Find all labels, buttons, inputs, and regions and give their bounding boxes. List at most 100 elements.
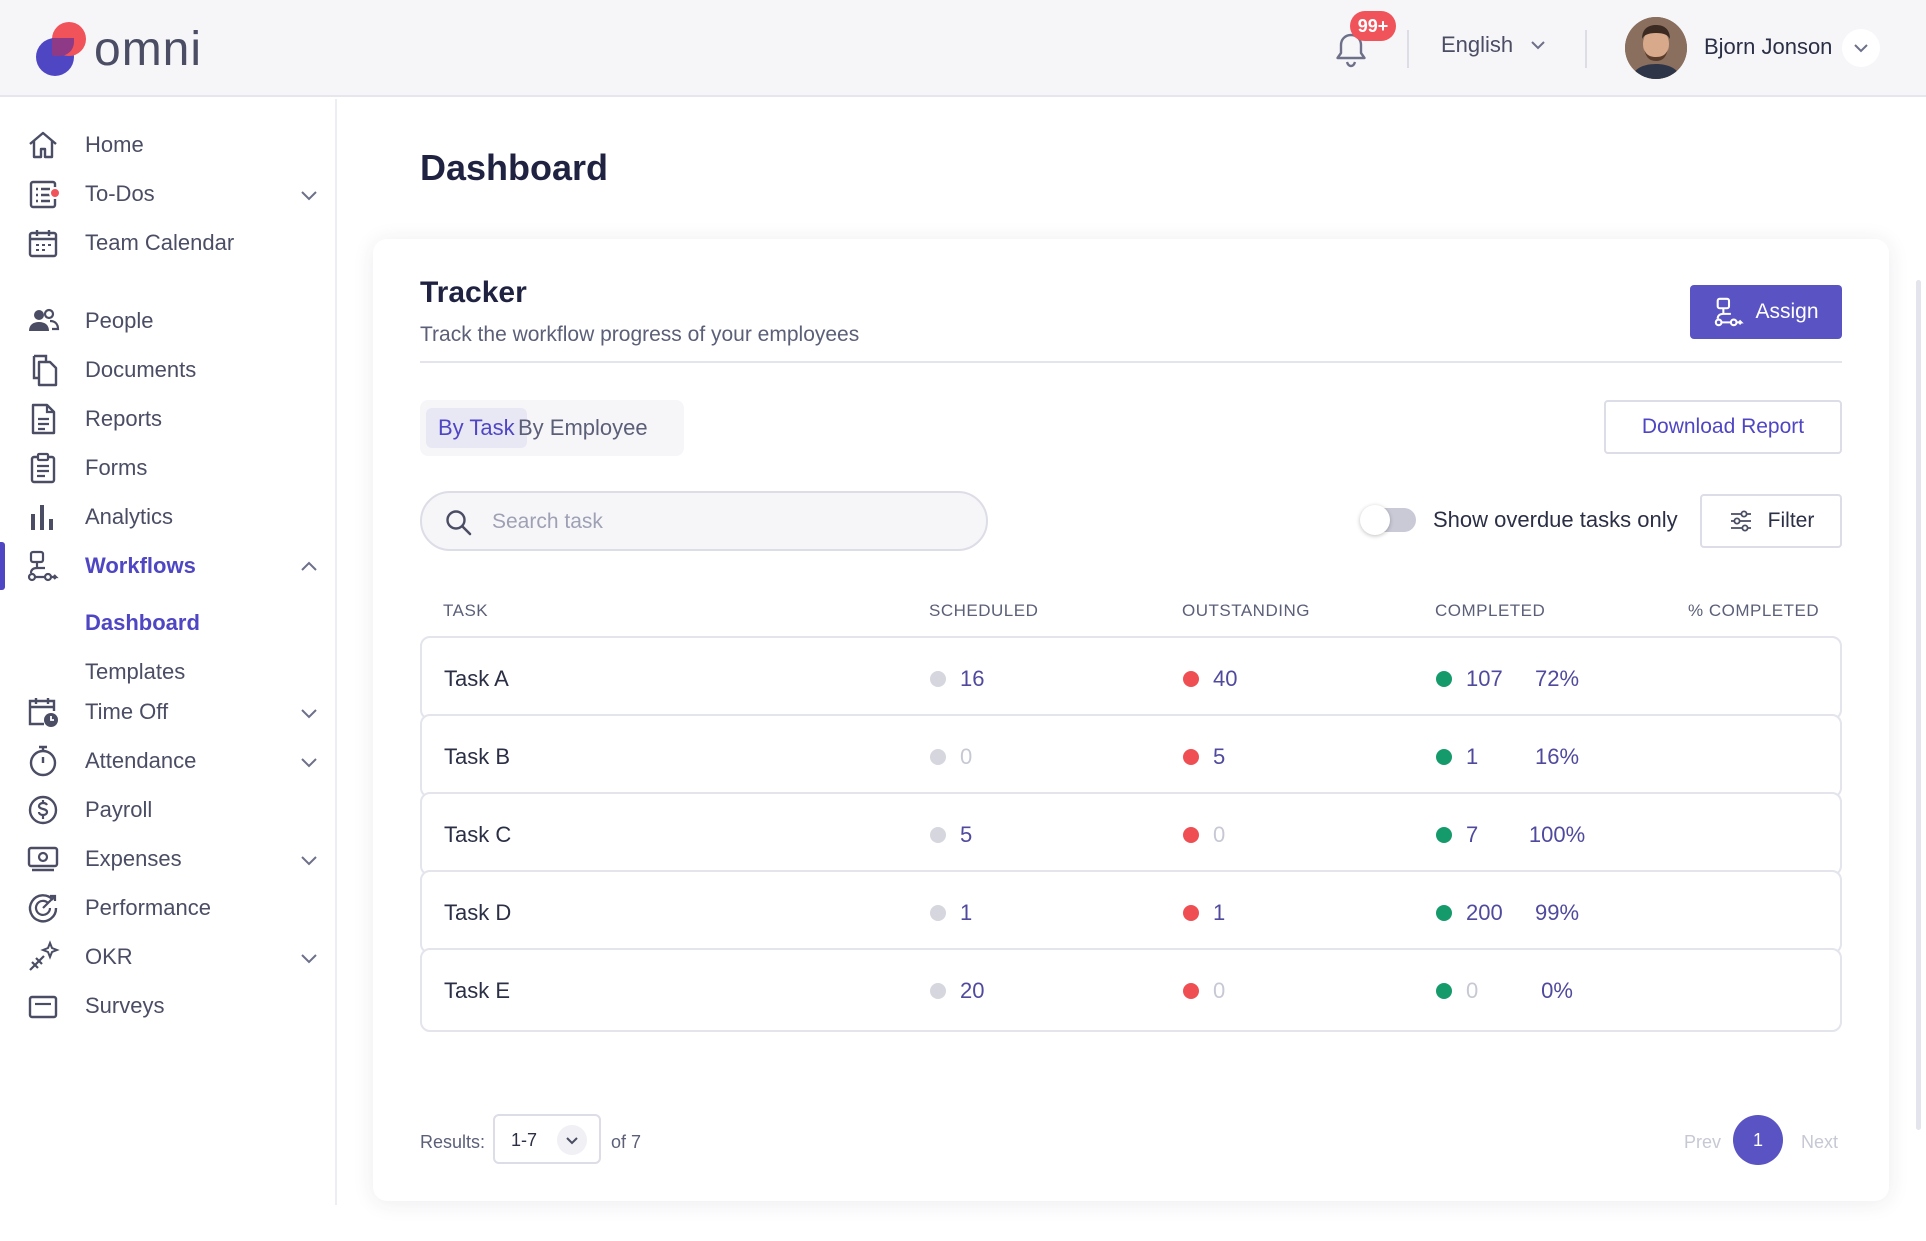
- chevron-up-icon: [301, 561, 317, 571]
- scheduled-count: 20: [960, 978, 985, 1003]
- stopwatch-icon: [29, 745, 57, 777]
- survey-icon: [28, 995, 58, 1019]
- percent-completed: 0%: [1541, 978, 1573, 1003]
- overdue-toggle[interactable]: [1360, 505, 1416, 535]
- report-icon: [31, 403, 56, 435]
- scheduled-dot: [930, 827, 946, 843]
- sidebar-item-okr[interactable]: OKR: [0, 929, 335, 985]
- sidebar-item-time-off[interactable]: Time Off: [0, 684, 335, 740]
- sliders-icon: [1730, 510, 1751, 532]
- results-range-select[interactable]: 1-7: [493, 1114, 601, 1164]
- calendar-clock-icon: [28, 698, 58, 727]
- documents-icon: [32, 354, 58, 387]
- avatar[interactable]: [1625, 17, 1687, 79]
- table-row[interactable]: Task B 0 5 1 16%: [420, 714, 1842, 798]
- column-header-completed[interactable]: COMPLETED: [1435, 601, 1546, 620]
- sidebar-item-todos[interactable]: To-Dos: [0, 166, 335, 222]
- view-toggle: By Task By Employee: [420, 400, 684, 456]
- sidebar-subitem-templates[interactable]: Templates: [85, 659, 186, 684]
- outstanding-dot: [1183, 905, 1199, 921]
- task-name: Task D: [444, 900, 512, 925]
- sidebar-item-label: Home: [85, 132, 144, 157]
- scrollbar[interactable]: [1916, 280, 1921, 1130]
- notification-badge: 99+: [1350, 11, 1396, 41]
- chevron-down-icon: [1531, 41, 1545, 50]
- toggle-knob: [1360, 505, 1390, 535]
- filter-button[interactable]: Filter: [1700, 494, 1842, 548]
- search-input[interactable]: Search task: [420, 491, 988, 551]
- tab-by-task[interactable]: By Task: [426, 408, 527, 448]
- search-placeholder: Search task: [492, 510, 603, 533]
- tracker-card: Tracker Track the workflow progress of y…: [373, 239, 1889, 1201]
- sidebar-item-label: People: [85, 308, 154, 333]
- sidebar-item-label: To-Dos: [85, 181, 155, 206]
- scheduled-dot: [930, 671, 946, 687]
- table-row[interactable]: Task E 20 0 0 0%: [420, 948, 1842, 1032]
- brand-name: omni: [94, 23, 203, 76]
- percent-completed: 100%: [1528, 822, 1586, 847]
- sidebar-item-label: Payroll: [85, 797, 153, 822]
- sidebar-item-label: Team Calendar: [85, 230, 235, 255]
- table-row[interactable]: Task A 16 40 107 72%: [420, 636, 1842, 720]
- sidebar-item-home[interactable]: Home: [0, 117, 335, 173]
- chevron-down-icon: [301, 709, 317, 719]
- chevron-down-icon: [301, 954, 317, 964]
- sidebar: Home To-Dos Team Calendar People Documen…: [0, 99, 337, 1205]
- sidebar-item-label: Reports: [85, 406, 163, 431]
- scheduled-count: 1: [960, 900, 973, 925]
- outstanding-count: 40: [1213, 666, 1238, 691]
- column-header-percent-completed[interactable]: % COMPLETED: [1688, 601, 1820, 620]
- divider: [1407, 30, 1409, 68]
- sidebar-item-label: Workflows: [85, 553, 196, 578]
- outstanding-dot: [1183, 671, 1199, 687]
- sidebar-item-label: Documents: [85, 357, 197, 382]
- sidebar-item-label: Time Off: [85, 699, 169, 724]
- completed-count: 200: [1466, 900, 1503, 925]
- sidebar-item-reports[interactable]: Reports: [0, 391, 335, 447]
- task-name: Task C: [444, 822, 512, 847]
- table-row[interactable]: Task C 5 0 7 100%: [420, 792, 1842, 876]
- page-title: Dashboard: [420, 147, 609, 188]
- language-label: English: [1441, 32, 1514, 57]
- column-header-scheduled[interactable]: SCHEDULED: [929, 601, 1039, 620]
- column-header-outstanding[interactable]: OUTSTANDING: [1182, 601, 1310, 620]
- sidebar-item-label: OKR: [85, 944, 133, 969]
- sidebar-item-people[interactable]: People: [0, 293, 335, 349]
- prev-page-button[interactable]: Prev: [1684, 1132, 1722, 1152]
- sidebar-subitem-dashboard[interactable]: Dashboard: [85, 610, 200, 635]
- tracker-subtitle: Track the workflow progress of your empl…: [420, 323, 860, 346]
- sidebar-item-label: Attendance: [85, 748, 197, 773]
- download-report-button[interactable]: Download Report: [1604, 400, 1842, 454]
- tab-by-employee[interactable]: By Employee: [518, 415, 648, 440]
- chevron-down-icon: [1854, 44, 1868, 53]
- sidebar-item-analytics[interactable]: Analytics: [0, 489, 335, 545]
- sidebar-item-label: Performance: [85, 895, 211, 920]
- sidebar-item-payroll[interactable]: Payroll: [0, 782, 335, 838]
- sidebar-item-attendance[interactable]: Attendance: [0, 733, 335, 789]
- next-page-button[interactable]: Next: [1801, 1132, 1839, 1152]
- completed-count: 1: [1466, 744, 1479, 769]
- tracker-title: Tracker: [420, 276, 527, 309]
- assign-button[interactable]: Assign: [1690, 285, 1842, 339]
- sidebar-item-performance[interactable]: Performance: [0, 880, 335, 936]
- scheduled-dot: [930, 983, 946, 999]
- sidebar-item-workflows[interactable]: Workflows: [0, 538, 335, 594]
- user-name[interactable]: Bjorn Jonson: [1704, 34, 1833, 59]
- page-number-button[interactable]: 1: [1733, 1115, 1783, 1165]
- sidebar-item-forms[interactable]: Forms: [0, 440, 335, 496]
- table-row[interactable]: Task D 1 1 200 99%: [420, 870, 1842, 954]
- language-select[interactable]: English: [1441, 32, 1547, 58]
- sidebar-item-surveys[interactable]: Surveys: [0, 978, 335, 1034]
- outstanding-count: 5: [1213, 744, 1226, 769]
- bar-chart-icon: [31, 505, 53, 530]
- sidebar-item-expenses[interactable]: Expenses: [0, 831, 335, 887]
- column-header-task[interactable]: TASK: [443, 601, 489, 620]
- omni-logo[interactable]: omni: [34, 22, 202, 78]
- sidebar-item-documents[interactable]: Documents: [0, 342, 335, 398]
- outstanding-count: 1: [1213, 900, 1226, 925]
- user-menu-button[interactable]: [1842, 29, 1880, 67]
- workflow-icon: [1715, 297, 1745, 327]
- scheduled-count: 0: [960, 744, 973, 769]
- outstanding-dot: [1183, 983, 1199, 999]
- sidebar-item-team-calendar[interactable]: Team Calendar: [0, 215, 335, 271]
